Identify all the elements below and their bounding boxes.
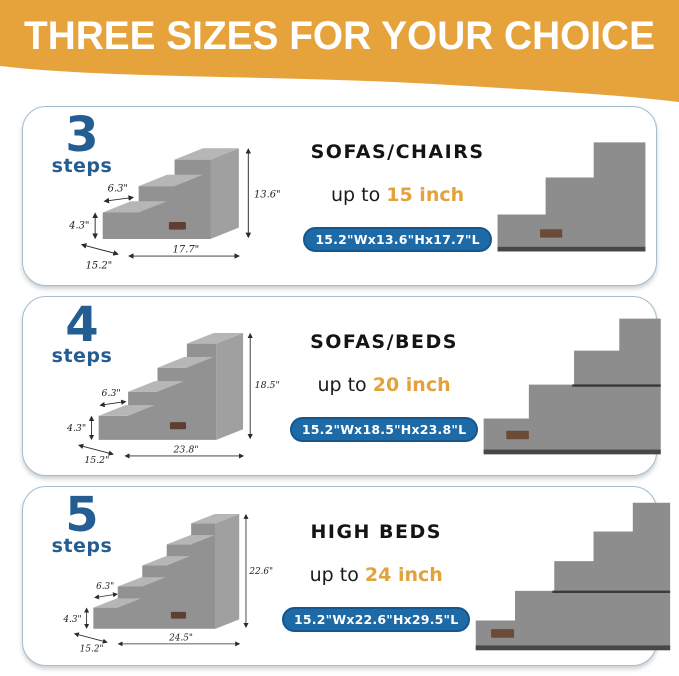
fits-height-text: up to 20 inch	[317, 374, 450, 396]
product-photo-3-steps	[492, 135, 654, 257]
fabric-tag	[506, 430, 530, 440]
size-badge: 15.2"Wx13.6"Hx17.7"L	[303, 226, 492, 252]
fabric-tag	[539, 229, 563, 238]
fits-value: 15 inch	[386, 183, 465, 206]
stairs-diagram-image: 18.5" 4.3" 6.3" 15.2" 23.8"	[66, 332, 280, 464]
size-badge: 15.2"Wx22.6"Hx29.5"L	[282, 606, 471, 632]
steps-number: 5	[65, 487, 99, 543]
size-info-block: SOFAS/CHAIRS up to 15 inch 15.2"Wx13.6"H…	[303, 140, 492, 252]
header-wave-shape	[0, 63, 679, 102]
header-orange-band	[0, 0, 679, 64]
dim-step-height-label: 4.3"	[68, 221, 89, 232]
dim-tread-depth-label: 6.3"	[108, 184, 128, 195]
size-info-block: SOFAS/BEDS up to 20 inch 15.2"Wx18.5"Hx2…	[289, 330, 479, 442]
steps-word: steps	[51, 345, 113, 367]
fits-height-text: up to 24 inch	[310, 564, 443, 586]
dim-step-height-label: 4.3"	[63, 615, 82, 625]
stairs-diagram-image: 22.6" 4.3" 6.3" 15.2" 24.5"	[63, 513, 273, 654]
dim-length-label: 23.8"	[172, 444, 198, 455]
size-badge: 15.2"Wx18.5"Hx23.8"L	[289, 416, 479, 442]
dim-tread-depth-label: 6.3"	[102, 388, 121, 399]
fits-height-text: up to 15 inch	[331, 184, 464, 206]
dim-width-label: 15.2"	[86, 260, 113, 271]
fits-prefix: up to	[330, 183, 381, 206]
steps-word: steps	[51, 155, 113, 177]
use-case-text: SOFAS/CHAIRS	[310, 140, 485, 163]
fabric-tag	[170, 611, 187, 619]
dim-height-label: 13.6"	[254, 189, 281, 200]
dim-width-label: 15.2"	[80, 644, 104, 654]
fits-value: 24 inch	[364, 563, 443, 586]
fits-prefix: up to	[317, 373, 367, 396]
header-banner: THREE SIZES FOR YOUR CHOICE	[0, 0, 679, 102]
fabric-tag	[491, 629, 515, 638]
size-cards: 3 steps 13.6"	[0, 102, 679, 666]
dimension-diagram-3-steps: 13.6" 4.3" 6.3" 15.2" 17.7"	[63, 118, 299, 274]
dim-tread-depth-label: 6.3"	[96, 582, 114, 592]
steps-count-block: 4 steps	[49, 301, 115, 367]
stairs-side-view-image	[483, 318, 661, 455]
use-case-text: SOFAS/BEDS	[310, 330, 458, 353]
fabric-tag	[169, 422, 187, 430]
dim-step-height-label: 4.3"	[66, 423, 86, 434]
product-photo-5-steps	[470, 497, 676, 655]
dim-length-label: 17.7"	[173, 244, 200, 255]
page-title: THREE SIZES FOR YOUR CHOICE	[24, 14, 655, 58]
dimension-diagram-5-steps: 22.6" 4.3" 6.3" 15.2" 24.5"	[63, 498, 278, 654]
fits-prefix: up to	[309, 563, 359, 586]
dim-length-label: 24.5"	[168, 634, 193, 644]
steps-count-block: 5 steps	[49, 491, 115, 557]
size-card-3-steps: 3 steps 13.6"	[22, 106, 657, 286]
size-card-4-steps: 4 steps	[22, 296, 661, 476]
size-card-5-steps: 5 steps	[22, 486, 671, 666]
stairs-side-view-image	[476, 502, 671, 651]
use-case-text: HIGH BEDS	[310, 520, 442, 543]
steps-number: 4	[65, 297, 99, 353]
fits-value: 20 inch	[372, 373, 451, 396]
steps-number: 3	[65, 107, 99, 163]
stairs-side-view-image	[497, 142, 646, 252]
dim-height-label: 22.6"	[248, 567, 273, 577]
dimension-diagram-4-steps: 18.5" 4.3" 6.3" 15.2" 23.8"	[63, 308, 286, 464]
dim-height-label: 18.5"	[255, 380, 280, 391]
fabric-tag	[168, 221, 186, 230]
dim-width-label: 15.2"	[84, 455, 109, 464]
size-info-block: HIGH BEDS up to 24 inch 15.2"Wx22.6"Hx29…	[282, 520, 471, 632]
stairs-diagram-image: 13.6" 4.3" 6.3" 15.2" 17.7"	[68, 148, 281, 271]
steps-count-block: 3 steps	[49, 111, 115, 177]
steps-word: steps	[51, 535, 113, 557]
product-photo-4-steps	[478, 313, 666, 459]
